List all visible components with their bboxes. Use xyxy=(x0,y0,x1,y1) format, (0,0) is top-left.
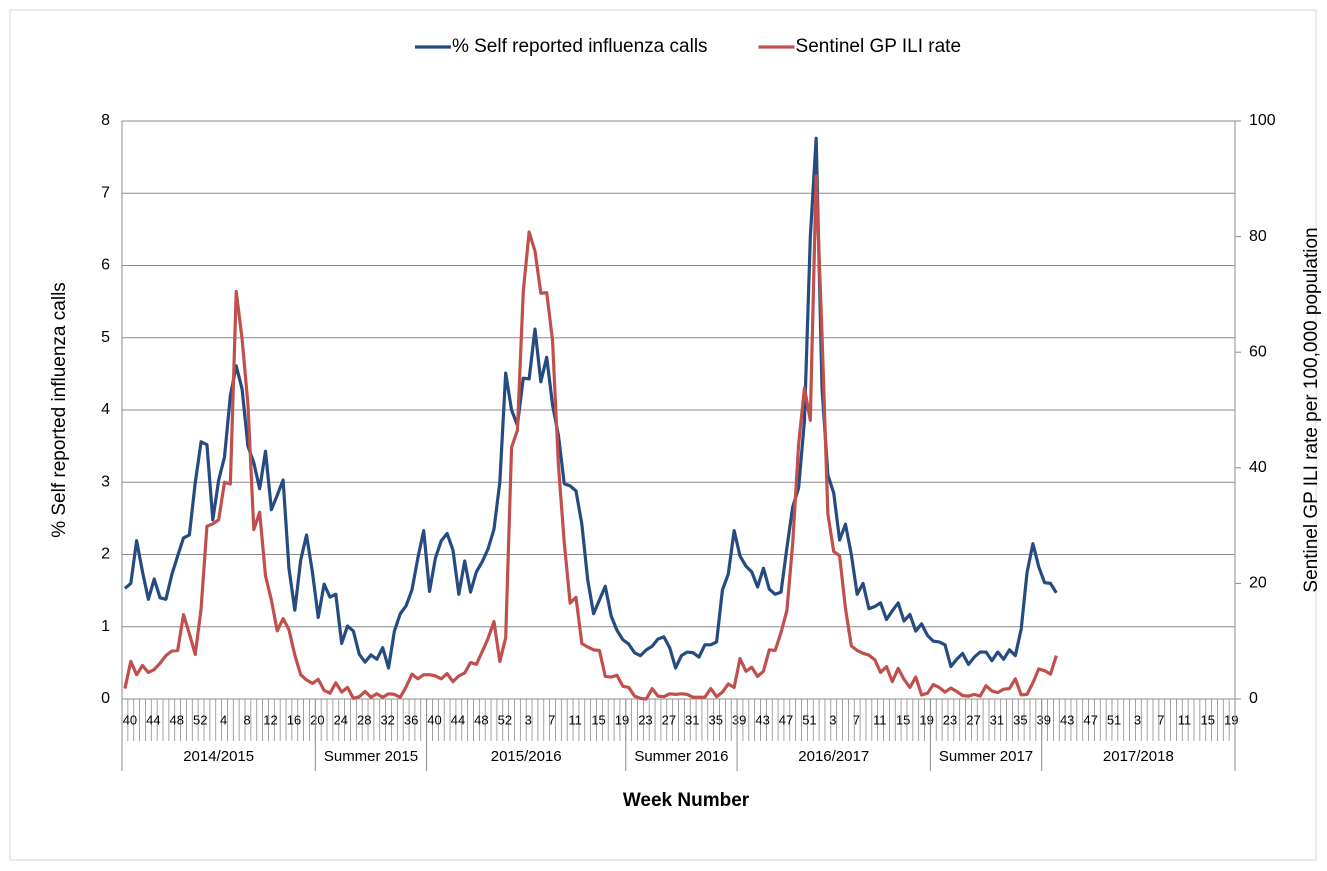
x-tick-label: 16 xyxy=(287,712,301,727)
chart-frame xyxy=(9,9,1317,861)
x-tick-label: 43 xyxy=(1060,712,1074,727)
x-tick-label: 15 xyxy=(591,712,605,727)
group-label: Summer 2015 xyxy=(324,748,418,765)
x-tick-label: 3 xyxy=(1134,712,1141,727)
x-tick-label: 19 xyxy=(1224,712,1238,727)
x-tick-label: 51 xyxy=(802,712,816,727)
x-tick-label: 15 xyxy=(1201,712,1215,727)
group-label: Summer 2017 xyxy=(939,748,1033,765)
x-tick-label: 3 xyxy=(525,712,532,727)
group-label: 2017/2018 xyxy=(1103,748,1174,765)
y-tick-label: 5 xyxy=(101,329,110,346)
y2-tick-label: 20 xyxy=(1249,575,1267,592)
x-tick-label: 4 xyxy=(220,712,227,727)
y2-tick-label: 40 xyxy=(1249,459,1267,476)
x-tick-label: 27 xyxy=(966,712,980,727)
x-axis-title: Week Number xyxy=(623,790,750,811)
y-tick-label: 7 xyxy=(101,184,110,201)
x-tick-label: 28 xyxy=(357,712,371,727)
legend-label: % Self reported influenza calls xyxy=(452,36,708,57)
x-tick-label: 11 xyxy=(1178,712,1192,727)
x-tick-label: 52 xyxy=(498,712,512,727)
legend-label: Sentinel GP ILI rate xyxy=(796,36,961,57)
y2-tick-label: 80 xyxy=(1249,228,1267,245)
x-tick-label: 8 xyxy=(243,712,250,727)
y-tick-label: 1 xyxy=(101,618,110,635)
x-tick-label: 23 xyxy=(638,712,652,727)
y-tick-label: 3 xyxy=(101,473,110,490)
y-tick-label: 0 xyxy=(101,690,110,707)
x-tick-label: 31 xyxy=(685,712,699,727)
x-tick-label: 27 xyxy=(662,712,676,727)
x-tick-label: 48 xyxy=(474,712,488,727)
x-tick-label: 23 xyxy=(943,712,957,727)
y-tick-label: 4 xyxy=(101,401,110,418)
x-tick-label: 19 xyxy=(919,712,933,727)
x-tick-label: 15 xyxy=(896,712,910,727)
x-tick-label: 36 xyxy=(404,712,418,727)
x-tick-label: 35 xyxy=(708,712,722,727)
group-label: Summer 2016 xyxy=(634,748,728,765)
x-tick-label: 7 xyxy=(548,712,555,727)
x-tick-label: 7 xyxy=(1157,712,1164,727)
x-tick-label: 35 xyxy=(1013,712,1027,727)
x-tick-label: 40 xyxy=(123,712,137,727)
x-tick-label: 31 xyxy=(990,712,1004,727)
x-tick-label: 44 xyxy=(451,712,465,727)
y-tick-label: 6 xyxy=(101,257,110,274)
x-tick-label: 47 xyxy=(1083,712,1097,727)
y-axis-title: % Self reported influenza calls xyxy=(49,282,70,538)
x-tick-label: 44 xyxy=(146,712,160,727)
y2-tick-label: 0 xyxy=(1249,690,1258,707)
x-tick-label: 12 xyxy=(263,712,277,727)
x-tick-label: 20 xyxy=(310,712,324,727)
series-line xyxy=(123,174,1058,701)
y2-axis-title: Sentinel GP ILI rate per 100,000 populat… xyxy=(1301,227,1322,592)
x-tick-label: 40 xyxy=(427,712,441,727)
x-tick-label: 52 xyxy=(193,712,207,727)
x-tick-label: 43 xyxy=(755,712,769,727)
y-tick-label: 8 xyxy=(101,112,110,129)
x-tick-label: 19 xyxy=(615,712,629,727)
x-tick-label: 32 xyxy=(380,712,394,727)
x-tick-label: 11 xyxy=(568,712,582,727)
series-line xyxy=(123,136,1058,670)
group-label: 2014/2015 xyxy=(183,748,254,765)
x-tick-label: 48 xyxy=(170,712,184,727)
x-tick-label: 51 xyxy=(1107,712,1121,727)
x-tick-label: 7 xyxy=(853,712,860,727)
y2-tick-label: 100 xyxy=(1249,112,1276,129)
group-label: 2016/2017 xyxy=(798,748,869,765)
x-tick-label: 39 xyxy=(1037,712,1051,727)
x-tick-label: 24 xyxy=(334,712,348,727)
group-label: 2015/2016 xyxy=(491,748,562,765)
y-tick-label: 2 xyxy=(101,546,110,563)
x-tick-label: 39 xyxy=(732,712,746,727)
x-tick-label: 11 xyxy=(873,712,887,727)
x-tick-label: 47 xyxy=(779,712,793,727)
x-tick-label: 3 xyxy=(829,712,836,727)
y2-tick-label: 60 xyxy=(1249,343,1267,360)
